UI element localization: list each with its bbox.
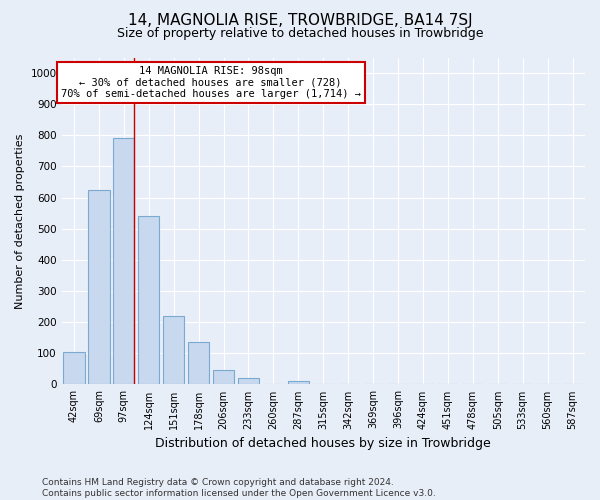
Text: Contains HM Land Registry data © Crown copyright and database right 2024.
Contai: Contains HM Land Registry data © Crown c…: [42, 478, 436, 498]
Bar: [188, 342, 209, 384]
Y-axis label: Number of detached properties: Number of detached properties: [15, 134, 25, 308]
Bar: [288, 382, 309, 384]
Text: 14, MAGNOLIA RISE, TROWBRIDGE, BA14 7SJ: 14, MAGNOLIA RISE, TROWBRIDGE, BA14 7SJ: [128, 12, 472, 28]
Bar: [138, 216, 160, 384]
Bar: [88, 190, 110, 384]
Bar: [64, 352, 85, 384]
Bar: [163, 316, 184, 384]
Bar: [213, 370, 234, 384]
Text: Size of property relative to detached houses in Trowbridge: Size of property relative to detached ho…: [117, 28, 483, 40]
Bar: [238, 378, 259, 384]
X-axis label: Distribution of detached houses by size in Trowbridge: Distribution of detached houses by size …: [155, 437, 491, 450]
Bar: [113, 138, 134, 384]
Text: 14 MAGNOLIA RISE: 98sqm
← 30% of detached houses are smaller (728)
70% of semi-d: 14 MAGNOLIA RISE: 98sqm ← 30% of detache…: [61, 66, 361, 99]
